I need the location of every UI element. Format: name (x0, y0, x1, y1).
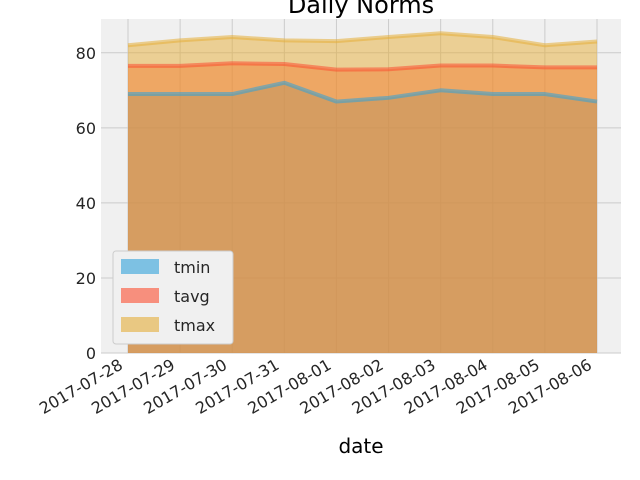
y-tick-label: 60 (76, 119, 96, 138)
area-series (128, 33, 597, 354)
y-tick-labels: 0 20 40 60 80 (76, 44, 96, 363)
y-tick-label: 0 (86, 344, 96, 363)
line-tavg (128, 61, 597, 72)
x-axis-title: date (338, 434, 383, 458)
line-tmin (128, 80, 598, 104)
legend-swatch-tmax (121, 317, 159, 332)
legend-swatch-tmin (121, 259, 159, 274)
chart-title: Daily Norms (288, 0, 434, 19)
x-tick-labels: 2017-07-282017-07-292017-07-302017-07-31… (36, 355, 595, 418)
line-tmax (127, 31, 598, 48)
legend-swatch-tavg (121, 288, 159, 303)
y-tick-label: 40 (76, 194, 96, 213)
legend: tmin tavg tmax (112, 250, 234, 345)
legend-label-tavg: tavg (174, 287, 210, 306)
y-tick-label: 20 (76, 269, 96, 288)
legend-label-tmax: tmax (174, 316, 215, 335)
y-tick-label: 80 (76, 44, 96, 63)
legend-label-tmin: tmin (174, 258, 210, 277)
series-lines (127, 31, 598, 104)
area-tmax (128, 33, 597, 353)
